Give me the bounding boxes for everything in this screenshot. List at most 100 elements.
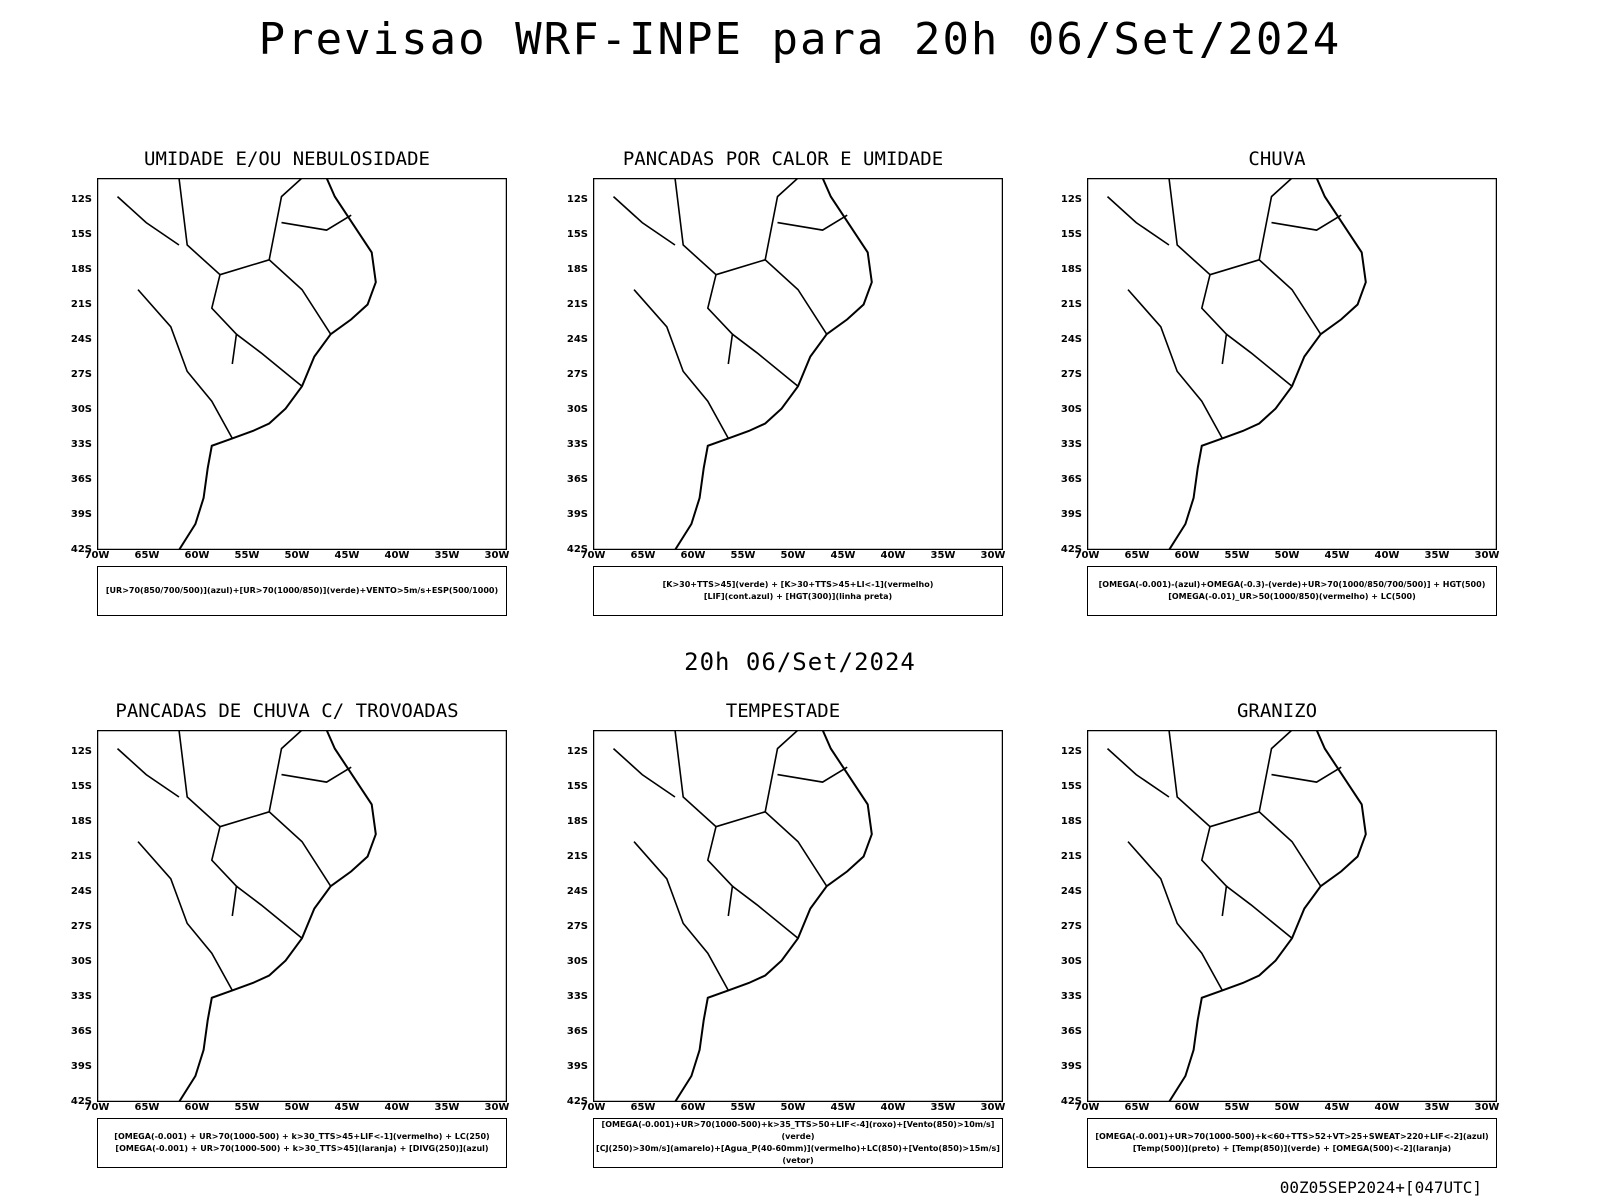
lat-tick-label: 24S xyxy=(1060,334,1082,345)
lat-tick-label: 39S xyxy=(70,509,92,520)
legend-line: [UR>70(850/700/500)](azul)+[UR>70(1000/8… xyxy=(105,586,499,595)
lat-tick-label: 33S xyxy=(566,991,588,1002)
state-border xyxy=(1258,178,1293,260)
state-border xyxy=(715,258,828,335)
lat-tick-label: 36S xyxy=(566,1026,588,1037)
forecast-time-subtitle: 20h 06/Set/2024 xyxy=(684,648,916,676)
panel-title: CHUVA xyxy=(1248,148,1306,170)
state-border xyxy=(1127,841,1224,991)
state-border xyxy=(268,730,303,812)
state-border xyxy=(219,258,332,335)
state-border xyxy=(235,333,303,387)
legend-line: [OMEGA(-0.001)-(azul)+OMEGA(-0.3)-(verde… xyxy=(1098,580,1486,589)
map-border xyxy=(593,730,1003,1102)
lon-tick-label: 30W xyxy=(1474,550,1500,561)
panel-pancadas-calor: PANCADAS POR CALOR E UMIDADE 960096009520… xyxy=(538,148,1028,618)
lat-tick-label: 18S xyxy=(566,264,588,275)
lat-tick-label: 15S xyxy=(566,781,588,792)
state-border xyxy=(137,841,234,991)
lat-tick-label: 27S xyxy=(70,921,92,932)
lon-tick-label: 60W xyxy=(680,550,706,561)
lat-tick-label: 21S xyxy=(70,299,92,310)
state-border xyxy=(731,885,799,939)
lon-tick-label: 40W xyxy=(880,1102,906,1113)
lon-tick-label: 35W xyxy=(930,550,956,561)
lat-tick-label: 42S xyxy=(70,1096,92,1107)
panel-legend: [UR>70(850/700/500)](azul)+[UR>70(1000/8… xyxy=(97,566,507,616)
lat-tick-label: 42S xyxy=(566,1096,588,1107)
lon-tick-label: 70W xyxy=(580,550,606,561)
state-border xyxy=(1127,289,1224,439)
state-border xyxy=(178,178,238,365)
state-border xyxy=(281,214,352,231)
panel-title: TEMPESTADE xyxy=(725,700,841,722)
lon-tick-label: 70W xyxy=(580,1102,606,1113)
lon-tick-label: 60W xyxy=(1174,1102,1200,1113)
lat-tick-label: 33S xyxy=(566,439,588,450)
lat-tick-label: 18S xyxy=(70,816,92,827)
legend-line: [LIF](cont.azul) + [HGT(300)](linha pret… xyxy=(703,592,893,601)
panel-title: PANCADAS DE CHUVA C/ TROVOADAS xyxy=(115,700,459,722)
legend-line: [OMEGA(-0.001) + UR>70(1000-500) + k>30_… xyxy=(115,1144,489,1153)
coastline xyxy=(674,730,873,1102)
state-border xyxy=(1168,730,1228,917)
lat-tick-label: 33S xyxy=(1060,991,1082,1002)
lon-tick-label: 65W xyxy=(630,550,656,561)
state-border xyxy=(219,810,332,887)
lat-tick-label: 39S xyxy=(1060,509,1082,520)
state-border xyxy=(1271,766,1342,783)
lon-tick-label: 70W xyxy=(84,1102,110,1113)
map-border xyxy=(97,178,507,550)
lat-tick-label: 30S xyxy=(1060,404,1082,415)
state-border xyxy=(764,730,799,812)
lon-tick-label: 50W xyxy=(1274,1102,1300,1113)
lon-tick-label: 35W xyxy=(1424,550,1450,561)
coastline xyxy=(178,178,377,550)
legend-line: [CJ(250)>30m/s](amarelo)+[Agua_P(40-60mm… xyxy=(596,1144,1000,1165)
map-frame: -12-12-15-18-21-2112151821 xyxy=(1087,730,1497,1102)
lon-tick-label: 30W xyxy=(1474,1102,1500,1113)
map-frame xyxy=(593,730,1003,1102)
lat-tick-label: 39S xyxy=(1060,1061,1082,1072)
map-border xyxy=(1087,730,1497,1102)
lat-tick-label: 30S xyxy=(566,404,588,415)
lon-tick-label: 45W xyxy=(830,1102,856,1113)
state-border xyxy=(178,730,238,917)
lat-tick-label: 33S xyxy=(1060,439,1082,450)
lon-tick-label: 45W xyxy=(830,550,856,561)
lon-tick-label: 65W xyxy=(134,1102,160,1113)
lon-tick-label: 30W xyxy=(484,550,510,561)
lon-tick-label: 60W xyxy=(680,1102,706,1113)
panel-legend: [K>30+TTS>45](verde) + [K>30+TTS>45+LI<-… xyxy=(593,566,1003,616)
state-border xyxy=(116,196,180,246)
lat-tick-label: 30S xyxy=(70,404,92,415)
lon-tick-label: 55W xyxy=(234,550,260,561)
lon-tick-label: 40W xyxy=(384,550,410,561)
panel-umidade: UMIDADE E/OU NEBULOSIDADE 100810161012100… xyxy=(42,148,532,618)
legend-line: [Temp(500)](preto) + [Temp(850)](verde) … xyxy=(1132,1144,1452,1153)
lat-tick-label: 39S xyxy=(70,1061,92,1072)
run-footer: 00Z05SEP2024+[047UTC] xyxy=(1279,1178,1482,1197)
lat-tick-label: 24S xyxy=(566,886,588,897)
lat-tick-label: 18S xyxy=(1060,816,1082,827)
lon-tick-label: 50W xyxy=(284,1102,310,1113)
lat-tick-label: 15S xyxy=(1060,781,1082,792)
lon-tick-label: 65W xyxy=(1124,1102,1150,1113)
lat-tick-label: 33S xyxy=(70,991,92,1002)
state-border xyxy=(612,748,676,798)
lat-tick-label: 42S xyxy=(1060,544,1082,555)
panel-tempestade: TEMPESTADE 12S 15S 18S 21S 24S 27S 30S 33S 36S 39S… xyxy=(538,700,1028,1170)
lat-tick-label: 36S xyxy=(1060,1026,1082,1037)
map-frame xyxy=(97,730,507,1102)
lon-tick-label: 35W xyxy=(1424,1102,1450,1113)
map-svg xyxy=(97,730,507,1102)
lon-tick-label: 65W xyxy=(134,550,160,561)
lat-tick-label: 15S xyxy=(70,781,92,792)
map-frame: 9600960095209600952095209440944093609360… xyxy=(593,178,1003,550)
lon-tick-label: 50W xyxy=(780,550,806,561)
map-border xyxy=(1087,178,1497,550)
lat-tick-label: 27S xyxy=(566,921,588,932)
lon-tick-label: 70W xyxy=(1074,1102,1100,1113)
panel-legend: [OMEGA(-0.001)+UR>70(1000-500)+k<60+TTS>… xyxy=(1087,1118,1497,1168)
state-border xyxy=(674,730,734,917)
